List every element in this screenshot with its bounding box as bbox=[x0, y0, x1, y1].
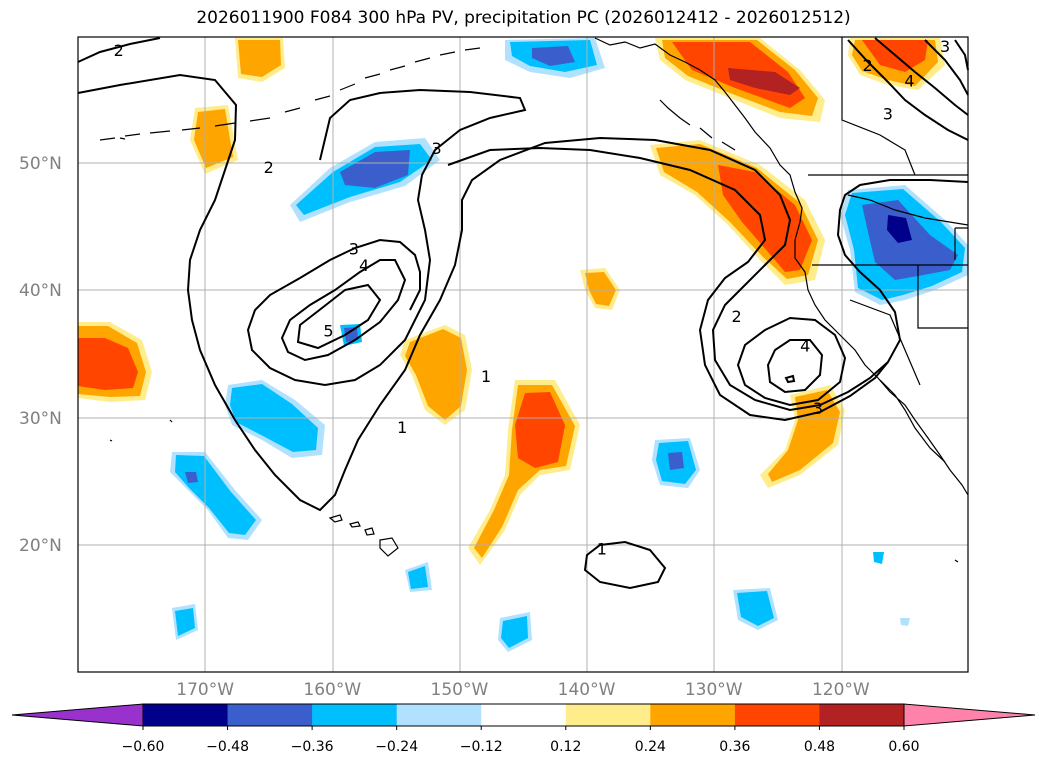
coastlines bbox=[99, 37, 969, 563]
precip-region bbox=[668, 452, 684, 470]
precip-region bbox=[585, 272, 616, 306]
contour-label: 2 bbox=[862, 56, 872, 75]
colorbar-segment bbox=[481, 704, 567, 726]
precip-region bbox=[344, 327, 358, 342]
precip-region bbox=[768, 390, 840, 482]
precip-region bbox=[718, 165, 812, 272]
contour-label: 2 bbox=[264, 158, 274, 177]
colorbar bbox=[11, 703, 1036, 730]
pv-contours bbox=[77, 37, 969, 590]
colorbar-tick-label: −0.12 bbox=[459, 739, 503, 755]
colorbar-segment bbox=[819, 704, 905, 726]
precip-region bbox=[515, 392, 565, 468]
precip-region bbox=[340, 150, 410, 188]
colorbar-segment bbox=[143, 704, 229, 726]
precip-region bbox=[501, 616, 528, 648]
colorbar-tick-label: 0.12 bbox=[550, 739, 582, 755]
colorbar-frame bbox=[142, 703, 905, 727]
precip-region bbox=[194, 109, 233, 168]
colorbar-segment bbox=[565, 704, 651, 726]
lon-label: 150°W bbox=[430, 680, 489, 700]
contour-label: 3 bbox=[883, 105, 893, 124]
lat-label: 30°N bbox=[19, 408, 62, 429]
colorbar-segment bbox=[396, 704, 482, 726]
precip-region bbox=[887, 215, 912, 243]
colorbar-segment bbox=[312, 704, 398, 726]
contour-label: 4 bbox=[359, 256, 369, 275]
contour-label: 3 bbox=[813, 399, 823, 418]
precip-region bbox=[408, 566, 428, 589]
precip-region bbox=[238, 40, 281, 77]
contour-label: 2 bbox=[114, 41, 124, 60]
precip-region bbox=[728, 68, 800, 95]
lon-label: 130°W bbox=[684, 680, 743, 700]
lon-label: 160°W bbox=[303, 680, 362, 700]
contour-label: 3 bbox=[940, 37, 950, 56]
lon-label: 120°W bbox=[811, 680, 870, 700]
precip-region bbox=[78, 338, 138, 390]
lon-label: 170°W bbox=[176, 680, 235, 700]
precip-region bbox=[532, 46, 575, 66]
colorbar-extend-high bbox=[903, 703, 1036, 727]
precipitation-shading bbox=[78, 38, 968, 652]
contour-label: 2 bbox=[732, 307, 742, 326]
colorbar-tick-label: −0.36 bbox=[290, 739, 334, 755]
precip-region bbox=[873, 552, 884, 564]
colorbar-tick-label: 0.36 bbox=[719, 739, 751, 755]
map-title: 2026011900 F084 300 hPa PV, precipitatio… bbox=[196, 8, 851, 28]
lat-label: 20°N bbox=[19, 536, 62, 557]
colorbar-segment bbox=[227, 704, 313, 726]
colorbar-extend-low bbox=[11, 703, 144, 727]
colorbar-tick-label: 0.24 bbox=[634, 739, 666, 755]
colorbar-segment bbox=[734, 704, 820, 726]
contour-label: 5 bbox=[323, 321, 333, 340]
contour-label: 4 bbox=[904, 71, 914, 90]
contour-label: 3 bbox=[431, 139, 441, 158]
contour-label: 3 bbox=[349, 240, 359, 259]
lon-label: 140°W bbox=[557, 680, 616, 700]
precip-region bbox=[737, 591, 774, 626]
lat-label: 40°N bbox=[19, 281, 62, 302]
contour-label: 4 bbox=[800, 337, 810, 356]
contour-label: 1 bbox=[481, 367, 491, 386]
precip-region bbox=[185, 472, 198, 483]
lat-label: 50°N bbox=[19, 153, 62, 174]
contour-label: 1 bbox=[597, 539, 607, 558]
map-frame bbox=[77, 36, 969, 673]
colorbar-tick-label: −0.60 bbox=[121, 739, 165, 755]
colorbar-tick-label: −0.24 bbox=[375, 739, 419, 755]
contour-label: 1 bbox=[397, 418, 407, 437]
colorbar-tick-label: −0.48 bbox=[206, 739, 249, 755]
precip-region bbox=[900, 618, 910, 626]
colorbar-tick-label: 0.60 bbox=[888, 739, 920, 755]
precip-region bbox=[405, 329, 467, 420]
colorbar-segment bbox=[650, 704, 736, 726]
precip-region bbox=[175, 608, 195, 636]
colorbar-tick-label: 0.48 bbox=[803, 739, 836, 755]
